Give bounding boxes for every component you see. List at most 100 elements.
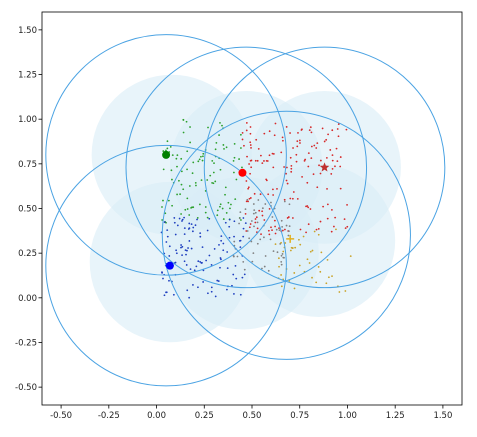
data-point (330, 173, 333, 175)
data-point (304, 158, 307, 161)
data-point (189, 268, 192, 271)
data-point (210, 263, 213, 266)
data-point (331, 159, 334, 162)
data-point (296, 145, 299, 148)
data-point (235, 277, 238, 280)
data-point (335, 147, 338, 150)
data-point (326, 217, 329, 220)
data-point (295, 160, 298, 163)
data-point (336, 128, 339, 130)
data-point (217, 280, 220, 282)
data-point (171, 154, 174, 157)
data-point (180, 183, 183, 186)
data-point (228, 236, 231, 239)
data-point (289, 249, 292, 252)
data-point (162, 150, 165, 152)
data-point (301, 128, 303, 131)
data-point (249, 126, 252, 128)
data-point (246, 155, 248, 158)
data-point (290, 170, 293, 173)
data-point (183, 233, 186, 236)
data-point (249, 141, 252, 144)
data-point (219, 266, 221, 269)
data-point (241, 138, 244, 141)
data-point (306, 258, 309, 261)
data-point (299, 228, 302, 231)
data-point (274, 122, 277, 125)
data-point (206, 216, 209, 219)
data-point (267, 193, 270, 196)
data-point (290, 167, 293, 170)
data-point (180, 213, 182, 215)
data-point (271, 152, 274, 155)
data-point (278, 227, 280, 230)
coverage-circle (45, 144, 287, 387)
data-point (182, 188, 185, 191)
data-point (339, 156, 342, 158)
data-point (214, 148, 217, 151)
data-point (273, 134, 276, 137)
data-point (264, 203, 267, 205)
data-point (229, 207, 231, 210)
data-point (226, 267, 229, 269)
data-point (277, 257, 280, 260)
data-point (173, 217, 176, 219)
data-point (204, 211, 207, 214)
data-point (327, 276, 330, 279)
data-point (185, 120, 188, 123)
data-point (298, 238, 300, 241)
data-point (303, 160, 306, 162)
data-point (334, 165, 336, 168)
data-point (232, 159, 235, 162)
data-point (202, 152, 205, 155)
data-point (243, 144, 245, 147)
data-point (272, 166, 275, 169)
data-point (263, 132, 266, 135)
data-point (311, 276, 313, 279)
data-point (316, 186, 319, 189)
data-point (253, 209, 256, 212)
data-point (213, 248, 216, 250)
data-point (310, 145, 313, 148)
data-point (246, 198, 249, 201)
data-point (263, 236, 265, 239)
data-point (200, 155, 202, 158)
data-point (166, 229, 169, 231)
data-point (192, 206, 195, 209)
data-point (309, 208, 312, 210)
data-point (311, 249, 314, 252)
data-point (201, 246, 204, 249)
coverage-circle (203, 46, 446, 289)
data-point (162, 199, 164, 202)
data-point (175, 252, 178, 255)
y-tick-label: 0.00 (18, 294, 37, 304)
data-point (284, 242, 287, 244)
data-point (313, 144, 316, 147)
data-point (221, 124, 223, 127)
data-point (189, 126, 191, 128)
data-point (175, 249, 178, 252)
data-point (161, 219, 164, 221)
plot-area (45, 34, 446, 387)
data-point (299, 243, 302, 246)
data-point (216, 209, 219, 212)
data-point (233, 240, 236, 243)
data-point (218, 134, 220, 136)
data-point (192, 284, 194, 286)
data-point (208, 217, 211, 220)
data-point (325, 138, 328, 141)
data-point (249, 144, 252, 146)
data-point (224, 186, 227, 189)
data-point (180, 157, 183, 160)
data-point (173, 221, 176, 224)
data-point (255, 216, 258, 219)
data-point (323, 140, 326, 143)
data-point (272, 250, 275, 253)
data-point (280, 260, 283, 263)
data-point (244, 208, 247, 211)
data-point (298, 264, 301, 267)
data-point (252, 252, 255, 255)
data-point (288, 225, 291, 228)
data-point (235, 178, 238, 181)
coverage-circle (125, 46, 368, 289)
